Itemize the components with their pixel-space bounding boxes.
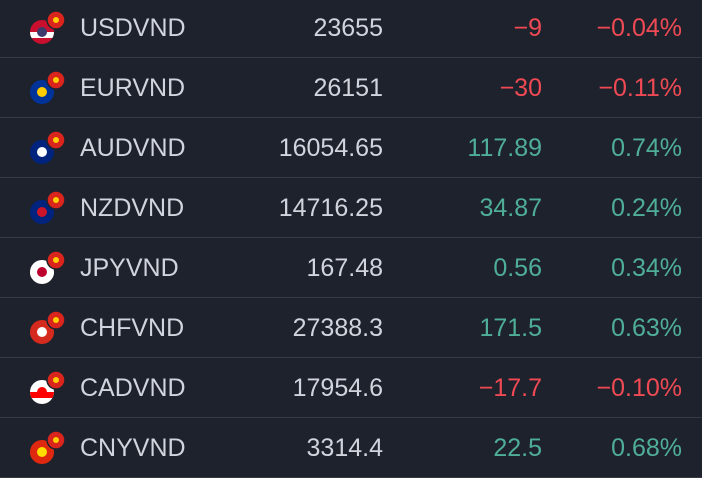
change: 22.5	[493, 434, 542, 462]
last-price: 16054.65	[278, 134, 383, 162]
symbol-name: EURVND	[80, 74, 186, 102]
symbol-name: CADVND	[80, 374, 186, 402]
symbol-name: NZDVND	[80, 194, 185, 222]
flag-emblem	[37, 207, 47, 217]
flag-emblem	[37, 27, 47, 37]
flag-emblem	[37, 327, 47, 337]
last-price: 14716.25	[278, 194, 383, 222]
vn-star	[53, 137, 59, 143]
symbol-name: CNYVND	[80, 434, 186, 462]
change: 0.56	[493, 254, 542, 282]
symbol-row[interactable]: CHFVND 27388.3 171.5 0.63%	[0, 298, 702, 358]
flag-icon	[30, 370, 66, 404]
flag-icon	[30, 430, 66, 464]
symbol-name: AUDVND	[80, 134, 186, 162]
vn-star	[53, 197, 59, 203]
last-price: 27388.3	[292, 314, 383, 342]
flag-icon	[30, 310, 66, 344]
symbol-row[interactable]: CADVND 17954.6 −17.7 −0.10%	[0, 358, 702, 418]
change: −30	[499, 74, 542, 102]
vn-star	[53, 257, 59, 263]
change: −17.7	[478, 374, 542, 402]
flag-icon	[30, 70, 66, 104]
change-percent: 0.68%	[611, 434, 682, 462]
change-percent: −0.04%	[596, 14, 683, 42]
change-percent: 0.74%	[611, 134, 682, 162]
change: −9	[513, 14, 542, 42]
symbol-row[interactable]: NZDVND 14716.25 34.87 0.24%	[0, 178, 702, 238]
flag-icon	[30, 10, 66, 44]
flag-emblem	[37, 147, 47, 157]
last-price: 26151	[313, 74, 383, 102]
vn-star	[53, 17, 59, 23]
flag-icon	[30, 190, 66, 224]
symbol-name: CHFVND	[80, 314, 185, 342]
symbol-row[interactable]: USDVND 23655 −9 −0.04%	[0, 0, 702, 58]
change: 171.5	[479, 314, 542, 342]
last-price: 23655	[313, 14, 383, 42]
change-percent: 0.63%	[611, 314, 682, 342]
flag-icon	[30, 130, 66, 164]
symbol-name: USDVND	[80, 14, 186, 42]
flag-emblem	[37, 87, 47, 97]
change-percent: 0.24%	[611, 194, 682, 222]
last-price: 17954.6	[292, 374, 383, 402]
symbol-row[interactable]: EURVND 26151 −30 −0.11%	[0, 58, 702, 118]
flag-emblem	[37, 447, 47, 457]
symbol-row[interactable]: AUDVND 16054.65 117.89 0.74%	[0, 118, 702, 178]
vn-star	[53, 437, 59, 443]
flag-icon	[30, 250, 66, 284]
symbol-name: JPYVND	[80, 254, 179, 282]
flag-emblem	[37, 387, 47, 397]
change-percent: −0.11%	[598, 74, 682, 102]
vn-star	[53, 317, 59, 323]
symbol-row[interactable]: JPYVND 167.48 0.56 0.34%	[0, 238, 702, 298]
symbol-row[interactable]: CNYVND 3314.4 22.5 0.68%	[0, 418, 702, 478]
change: 34.87	[479, 194, 542, 222]
vn-star	[53, 377, 59, 383]
change-percent: 0.34%	[611, 254, 682, 282]
flag-emblem	[37, 267, 47, 277]
last-price: 167.48	[306, 254, 383, 282]
vn-star	[53, 77, 59, 83]
change-percent: −0.10%	[596, 374, 683, 402]
last-price: 3314.4	[306, 434, 383, 462]
change: 117.89	[467, 134, 542, 162]
